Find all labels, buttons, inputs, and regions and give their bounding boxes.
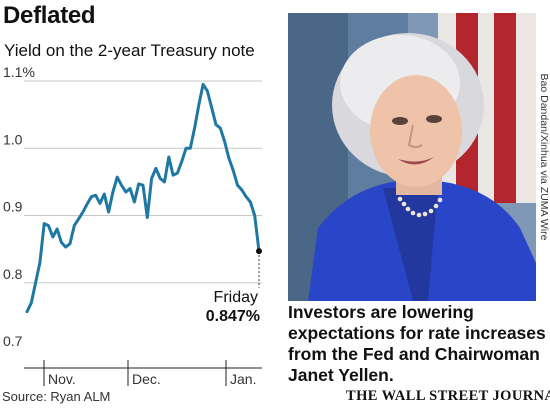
photo-janet-yellen bbox=[288, 13, 536, 301]
photo-credit-text: Bao Dandan/Xinhua via ZUMA Wire bbox=[538, 73, 550, 241]
y-tick-label: 1.1% bbox=[3, 64, 35, 80]
chart-subtitle: Yield on the 2-year Treasury note bbox=[4, 41, 255, 60]
masthead-logo: THE WALL STREET JOURNAL. bbox=[346, 388, 550, 404]
callout-label: Friday bbox=[214, 289, 258, 306]
x-tick-label: Jan. bbox=[230, 371, 256, 387]
source-note: Source: Ryan ALM bbox=[2, 389, 111, 404]
chart-title: Deflated bbox=[3, 2, 96, 29]
x-tick-label: Nov. bbox=[48, 371, 76, 387]
x-tick-label: Dec. bbox=[132, 371, 161, 387]
series-line bbox=[25, 82, 261, 314]
y-tick-label: 0.7 bbox=[3, 333, 23, 349]
y-tick-label: 0.9 bbox=[3, 199, 23, 215]
y-tick-label: 1.0 bbox=[3, 131, 23, 147]
y-tick-label: 0.8 bbox=[3, 266, 23, 282]
line-chart: 1.1% 1.0 0.9 0.8 0.7 Nov. Dec. Jan. Friday 0.847% bbox=[3, 64, 262, 387]
callout-value: 0.847% bbox=[206, 308, 260, 325]
photo-caption: Investors are lowering expectations for … bbox=[288, 302, 546, 385]
photo-credit: Bao Dandan/Xinhua via ZUMA Wire bbox=[537, 13, 550, 301]
last-value-point bbox=[256, 248, 262, 255]
